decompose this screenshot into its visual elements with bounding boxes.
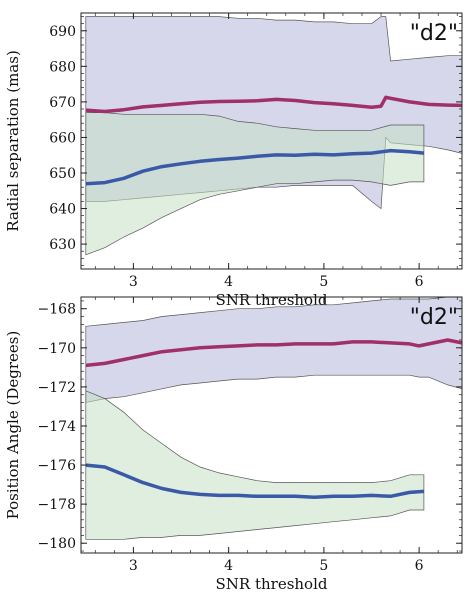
plot-annotation: "d2" <box>410 21 458 46</box>
series-line-2 <box>85 148 425 186</box>
y-tick-label: 670 <box>49 95 76 111</box>
x-tick-label: 4 <box>224 558 233 574</box>
series-line-1 <box>85 95 462 114</box>
plot-area-0 <box>85 16 462 256</box>
y-tick-label: −168 <box>38 302 76 318</box>
y-tick-label: −174 <box>38 419 77 435</box>
confidence-band-2 <box>85 112 425 256</box>
x-tick-label: 3 <box>129 558 138 574</box>
y-tick-label: 630 <box>49 237 76 253</box>
y-tick-label: 690 <box>49 24 76 40</box>
y-tick-label: −172 <box>38 380 76 396</box>
x-tick-label: 4 <box>224 274 233 290</box>
y-tick-label: −170 <box>38 341 76 357</box>
plot-annotation: "d2" <box>410 305 458 330</box>
plot-frame-1 <box>80 296 463 554</box>
y-tick-label: −176 <box>38 458 77 474</box>
y-tick-label: 660 <box>49 130 76 146</box>
x-axis-label: SNR threshold <box>216 291 328 309</box>
x-axis-label: SNR threshold <box>216 575 328 593</box>
plot-frame-0 <box>80 12 463 270</box>
confidence-band-1 <box>85 297 462 403</box>
y-tick-label: −180 <box>38 536 76 552</box>
confidence-band-2 <box>85 390 425 540</box>
y-tick-label: 680 <box>49 59 76 75</box>
x-tick-label: 5 <box>319 558 328 574</box>
series-line-2 <box>85 463 425 500</box>
y-axis-label: Position Angle (Degrees) <box>4 331 22 520</box>
y-tick-label: 650 <box>49 166 76 182</box>
x-tick-label: 6 <box>415 558 424 574</box>
x-tick-label: 5 <box>319 274 328 290</box>
plot-area-1 <box>85 297 462 540</box>
x-tick-label: 6 <box>415 274 424 290</box>
series-line-1 <box>85 338 462 368</box>
y-axis-label: Radial separation (mas) <box>4 50 22 232</box>
x-tick-label: 3 <box>129 274 138 290</box>
y-tick-label: −178 <box>38 497 76 513</box>
y-tick-label: 640 <box>49 202 76 218</box>
